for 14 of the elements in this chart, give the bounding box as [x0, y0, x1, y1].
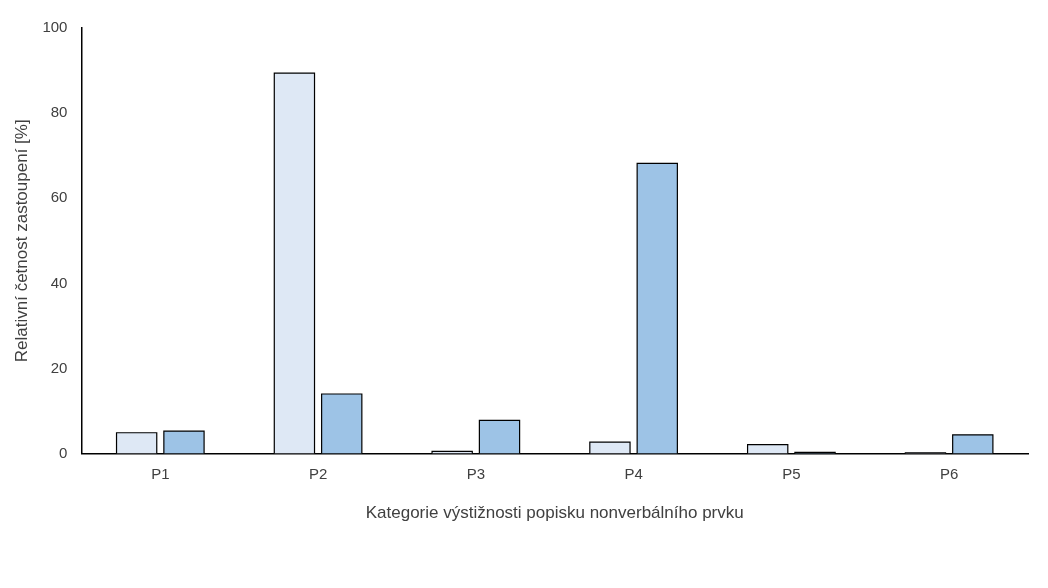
x-axis-title: Kategorie výstižnosti popisku nonverbálního prvku [365, 503, 744, 523]
y-tick-label: 20 [50, 358, 68, 376]
x-tick-label: P4 [624, 464, 643, 482]
x-tick-label: P1 [151, 464, 170, 482]
y-tick-label: 80 [50, 103, 68, 121]
x-tick-label: P5 [782, 464, 801, 482]
y-tick-label: 0 [59, 443, 68, 461]
y-tick-label: 100 [42, 18, 68, 36]
x-tick-label: P3 [466, 464, 486, 482]
x-tick-label: P2 [308, 464, 328, 482]
x-tick-label: P6 [939, 464, 959, 482]
y-tick-label: 40 [50, 273, 68, 291]
y-axis-title: Relativní četnost zastoupení [%] [11, 119, 31, 363]
y-tick-label: 60 [50, 188, 68, 206]
